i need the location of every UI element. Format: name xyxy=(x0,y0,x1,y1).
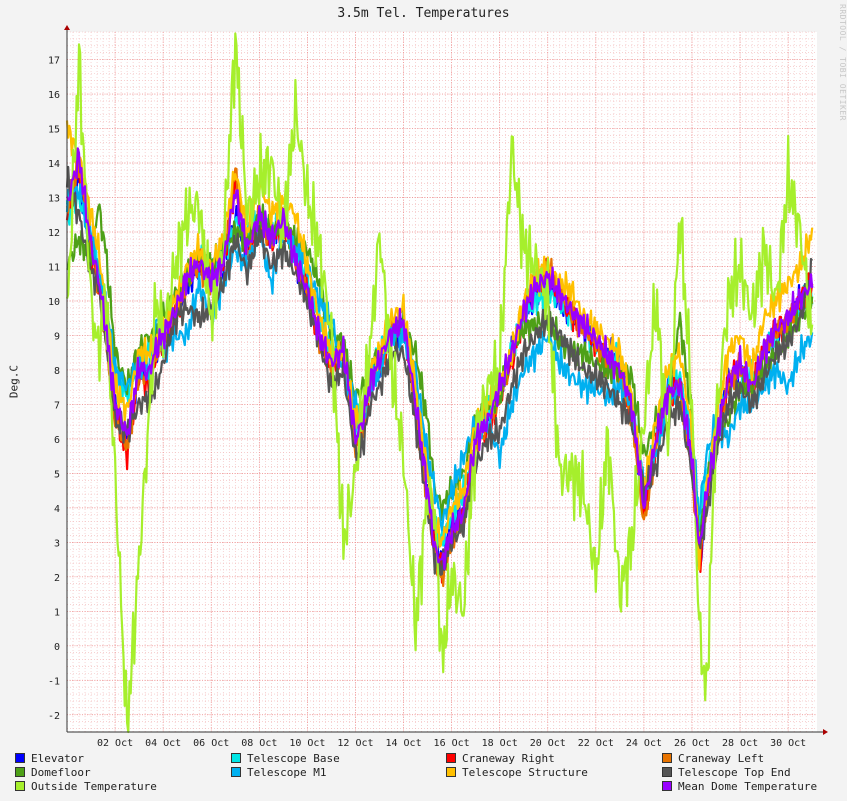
y-tick-label: -1 xyxy=(48,676,60,687)
legend-label: Telescope M1 xyxy=(247,766,327,779)
x-tick-label: 04 Oct xyxy=(145,738,181,749)
x-tick-label: 02 Oct xyxy=(97,738,133,749)
plot-area xyxy=(67,32,817,732)
y-tick-label: 17 xyxy=(48,56,60,67)
legend-label: Telescope Top End xyxy=(678,766,791,779)
legend-label: Elevator xyxy=(31,752,84,765)
legend-swatch xyxy=(231,767,241,777)
legend-item: Telescope M1 xyxy=(231,766,326,780)
x-tick-label: 16 Oct xyxy=(434,738,470,749)
x-tick-label: 24 Oct xyxy=(626,738,662,749)
x-tick-label: 30 Oct xyxy=(770,738,806,749)
y-tick-label: 2 xyxy=(54,573,60,584)
y-tick-label: -2 xyxy=(48,711,60,722)
legend-item: Domefloor xyxy=(15,766,91,780)
chart-title: 3.5m Tel. Temperatures xyxy=(337,6,510,21)
y-tick-label: 3 xyxy=(54,538,60,549)
y-tick-label: 13 xyxy=(48,194,60,205)
y-tick-label: 6 xyxy=(54,435,60,446)
y-tick-label: 4 xyxy=(54,504,60,515)
legend-swatch xyxy=(15,753,25,763)
y-tick-label: 16 xyxy=(48,90,60,101)
x-tick-label: 14 Oct xyxy=(385,738,421,749)
legend-label: Domefloor xyxy=(31,766,91,779)
y-tick-label: 9 xyxy=(54,331,60,342)
x-tick-label: 20 Oct xyxy=(530,738,566,749)
legend-label: Mean Dome Temperature xyxy=(678,780,818,793)
x-tick-label: 26 Oct xyxy=(674,738,710,749)
watermark: RRDTOOL / TOBI OETIKER xyxy=(838,4,847,121)
legend-item: Elevator xyxy=(15,752,84,766)
legend-swatch xyxy=(662,781,672,791)
legend-swatch xyxy=(15,781,25,791)
x-tick-label: 22 Oct xyxy=(578,738,614,749)
legend-label: Telescope Structure xyxy=(462,766,588,779)
legend-item: Craneway Right xyxy=(446,752,555,766)
legend-swatch xyxy=(662,753,672,763)
legend-swatch xyxy=(231,753,241,763)
legend-item: Mean Dome Temperature xyxy=(662,780,817,794)
legend-label: Telescope Base xyxy=(247,752,340,765)
x-tick-label: 10 Oct xyxy=(289,738,325,749)
legend-item: Craneway Left xyxy=(662,752,764,766)
series-line-telescope-structure xyxy=(65,120,814,571)
legend-swatch xyxy=(446,753,456,763)
legend-label: Craneway Right xyxy=(462,752,555,765)
legend-item: Telescope Structure xyxy=(446,766,588,780)
y-tick-label: 5 xyxy=(54,469,60,480)
legend-swatch xyxy=(15,767,25,777)
x-tick-label: 12 Oct xyxy=(337,738,373,749)
series-line-mean-dome-temperature xyxy=(65,147,814,570)
y-tick-label: 14 xyxy=(48,159,60,170)
y-tick-label: 12 xyxy=(48,228,60,239)
y-tick-label: 0 xyxy=(54,642,60,653)
legend-swatch xyxy=(662,767,672,777)
legend-label: Craneway Left xyxy=(678,752,765,765)
x-axis-arrow xyxy=(823,729,828,735)
y-axis-arrow xyxy=(64,25,70,30)
y-tick-label: 15 xyxy=(48,125,60,136)
y-tick-label: 11 xyxy=(48,262,60,273)
y-tick-label: 1 xyxy=(54,607,60,618)
legend-item: Telescope Base xyxy=(231,752,340,766)
legend-swatch xyxy=(446,767,456,777)
y-tick-label: 7 xyxy=(54,400,60,411)
x-tick-label: 18 Oct xyxy=(482,738,518,749)
y-tick-label: 10 xyxy=(48,297,60,308)
legend-item: Outside Temperature xyxy=(15,780,157,794)
legend: Elevator Telescope Base Craneway Right Cran… xyxy=(0,750,847,800)
legend-item: Telescope Top End xyxy=(662,766,791,780)
x-tick-label: 06 Oct xyxy=(193,738,229,749)
series-line-outside-temperature xyxy=(65,32,814,734)
x-tick-label: 08 Oct xyxy=(241,738,277,749)
legend-label: Outside Temperature xyxy=(31,780,157,793)
y-tick-label: 8 xyxy=(54,366,60,377)
x-tick-label: 28 Oct xyxy=(722,738,758,749)
